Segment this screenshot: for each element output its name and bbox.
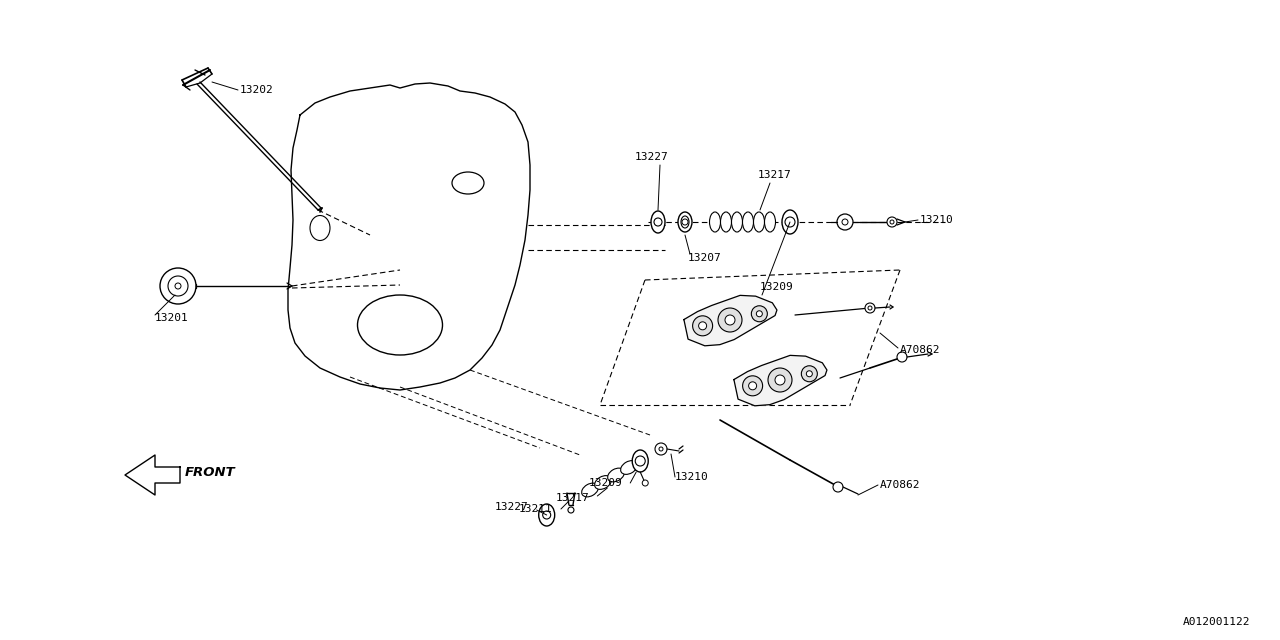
Ellipse shape bbox=[742, 212, 754, 232]
Circle shape bbox=[175, 283, 180, 289]
Ellipse shape bbox=[652, 211, 666, 233]
Text: 13202: 13202 bbox=[241, 85, 274, 95]
Ellipse shape bbox=[581, 483, 598, 497]
Circle shape bbox=[774, 375, 785, 385]
Ellipse shape bbox=[452, 172, 484, 194]
Circle shape bbox=[699, 322, 707, 330]
Text: 13217: 13217 bbox=[758, 170, 792, 180]
Ellipse shape bbox=[608, 468, 625, 482]
Circle shape bbox=[724, 315, 735, 325]
Circle shape bbox=[643, 480, 648, 486]
Text: 13211: 13211 bbox=[518, 504, 553, 514]
Ellipse shape bbox=[721, 212, 731, 232]
Ellipse shape bbox=[678, 212, 692, 232]
Text: 13209: 13209 bbox=[760, 282, 794, 292]
Circle shape bbox=[568, 507, 573, 513]
Text: 13210: 13210 bbox=[675, 472, 709, 482]
Circle shape bbox=[168, 276, 188, 296]
Circle shape bbox=[785, 217, 795, 227]
Ellipse shape bbox=[709, 212, 721, 232]
Ellipse shape bbox=[310, 216, 330, 241]
Circle shape bbox=[543, 511, 550, 519]
Circle shape bbox=[897, 352, 908, 362]
Ellipse shape bbox=[782, 210, 797, 234]
Text: 13207: 13207 bbox=[689, 253, 722, 263]
Circle shape bbox=[865, 303, 876, 313]
Circle shape bbox=[160, 268, 196, 304]
Text: 13210: 13210 bbox=[920, 215, 954, 225]
Polygon shape bbox=[684, 296, 777, 346]
Circle shape bbox=[768, 368, 792, 392]
Ellipse shape bbox=[595, 476, 612, 490]
Circle shape bbox=[718, 308, 742, 332]
Polygon shape bbox=[733, 355, 827, 406]
Text: 13227: 13227 bbox=[494, 502, 529, 512]
Circle shape bbox=[833, 482, 844, 492]
Circle shape bbox=[682, 219, 689, 225]
Text: A70862: A70862 bbox=[881, 480, 920, 490]
Text: 13217: 13217 bbox=[556, 493, 589, 503]
Circle shape bbox=[655, 443, 667, 455]
Circle shape bbox=[751, 306, 767, 322]
Text: A70862: A70862 bbox=[900, 345, 941, 355]
Circle shape bbox=[749, 382, 756, 390]
Circle shape bbox=[837, 214, 852, 230]
Circle shape bbox=[635, 456, 645, 466]
Text: 13209: 13209 bbox=[589, 478, 622, 488]
Text: FRONT: FRONT bbox=[186, 467, 236, 479]
Ellipse shape bbox=[764, 212, 776, 232]
Circle shape bbox=[756, 311, 763, 317]
Text: A012001122: A012001122 bbox=[1183, 617, 1251, 627]
Text: 13227: 13227 bbox=[635, 152, 668, 162]
Ellipse shape bbox=[357, 295, 443, 355]
Ellipse shape bbox=[731, 212, 742, 232]
Text: 13201: 13201 bbox=[155, 313, 188, 323]
Circle shape bbox=[692, 316, 713, 336]
Ellipse shape bbox=[632, 450, 648, 472]
Circle shape bbox=[887, 217, 897, 227]
Ellipse shape bbox=[621, 461, 637, 474]
Circle shape bbox=[801, 366, 818, 382]
Circle shape bbox=[654, 218, 662, 226]
Ellipse shape bbox=[754, 212, 764, 232]
Ellipse shape bbox=[539, 504, 554, 526]
Circle shape bbox=[890, 220, 893, 224]
Circle shape bbox=[806, 371, 813, 377]
Ellipse shape bbox=[681, 216, 689, 228]
Circle shape bbox=[742, 376, 763, 396]
Circle shape bbox=[842, 219, 849, 225]
